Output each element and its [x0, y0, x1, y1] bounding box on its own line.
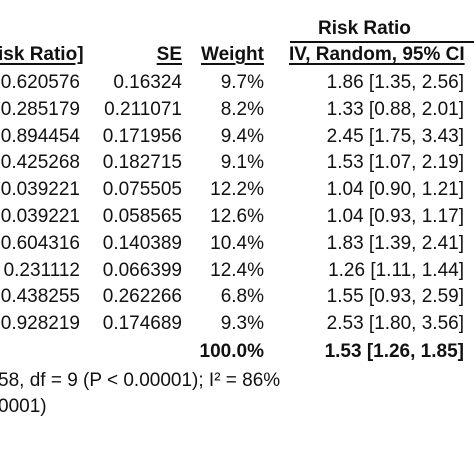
row-se: 0.058565	[102, 206, 182, 227]
row-risk-ratio-ci: 1.26 [1.11, 1.44]	[328, 260, 464, 281]
row-log-risk-ratio: 0.894454	[0, 126, 80, 147]
row-weight: 12.4%	[210, 260, 264, 281]
row-weight: 9.4%	[220, 126, 264, 147]
row-log-risk-ratio: 0.928219	[0, 313, 80, 334]
column-header-log-risk-ratio: isk Ratio]	[0, 44, 84, 65]
row-weight: 10.4%	[210, 233, 264, 254]
row-weight: 9.7%	[220, 72, 264, 93]
row-se: 0.262266	[102, 286, 182, 307]
row-weight: 12.6%	[210, 206, 264, 227]
column-header-risk-ratio-ci: IV, Random, 95% CI	[289, 44, 465, 65]
row-log-risk-ratio: 0.604316	[0, 233, 80, 254]
column-header-se: SE	[156, 44, 182, 65]
row-weight: 6.8%	[220, 286, 264, 307]
total-weight: 100.0%	[199, 341, 264, 362]
row-risk-ratio-ci: 1.86 [1.35, 2.56]	[326, 72, 464, 93]
row-weight: 9.1%	[220, 152, 264, 173]
row-weight: 8.2%	[220, 99, 264, 120]
row-log-risk-ratio: 0.438255	[0, 286, 80, 307]
row-se: 0.171956	[102, 126, 182, 147]
row-log-risk-ratio: 0.039221	[0, 206, 80, 227]
row-weight: 9.3%	[220, 313, 264, 334]
overall-effect-test: 0001)	[0, 396, 47, 417]
row-se: 0.066399	[102, 260, 182, 281]
row-log-risk-ratio: 0.231112	[3, 260, 80, 281]
column-header-weight: Weight	[201, 44, 264, 65]
row-risk-ratio-ci: 2.45 [1.75, 3.43]	[326, 126, 464, 147]
row-se: 0.174689	[102, 313, 182, 334]
heterogeneity-statistics: 58, df = 9 (P < 0.00001); I² = 86%	[0, 370, 281, 391]
row-log-risk-ratio: 0.620576	[0, 72, 80, 93]
risk-ratio-group-rule	[290, 41, 474, 43]
row-risk-ratio-ci: 1.55 [0.93, 2.59]	[326, 286, 464, 307]
total-risk-ratio: 1.53 [1.26, 1.85]	[324, 341, 464, 362]
row-se: 0.075505	[102, 179, 182, 200]
row-log-risk-ratio: 0.039221	[0, 179, 80, 200]
row-se: 0.182715	[102, 152, 182, 173]
row-risk-ratio-ci: 1.04 [0.93, 1.17]	[326, 206, 464, 227]
row-weight: 12.2%	[210, 179, 264, 200]
row-se: 0.140389	[102, 233, 182, 254]
row-se: 0.16324	[113, 72, 182, 93]
row-risk-ratio-ci: 1.53 [1.07, 2.19]	[326, 152, 464, 173]
row-risk-ratio-ci: 2.53 [1.80, 3.56]	[326, 313, 464, 334]
row-se: 0.211071	[104, 99, 182, 120]
risk-ratio-group-title: Risk Ratio	[318, 18, 411, 39]
row-risk-ratio-ci: 1.83 [1.39, 2.41]	[326, 233, 464, 254]
row-risk-ratio-ci: 1.33 [0.88, 2.01]	[326, 99, 464, 120]
row-log-risk-ratio: 0.425268	[0, 152, 80, 173]
row-log-risk-ratio: 0.285179	[0, 99, 80, 120]
row-risk-ratio-ci: 1.04 [0.90, 1.21]	[326, 179, 464, 200]
